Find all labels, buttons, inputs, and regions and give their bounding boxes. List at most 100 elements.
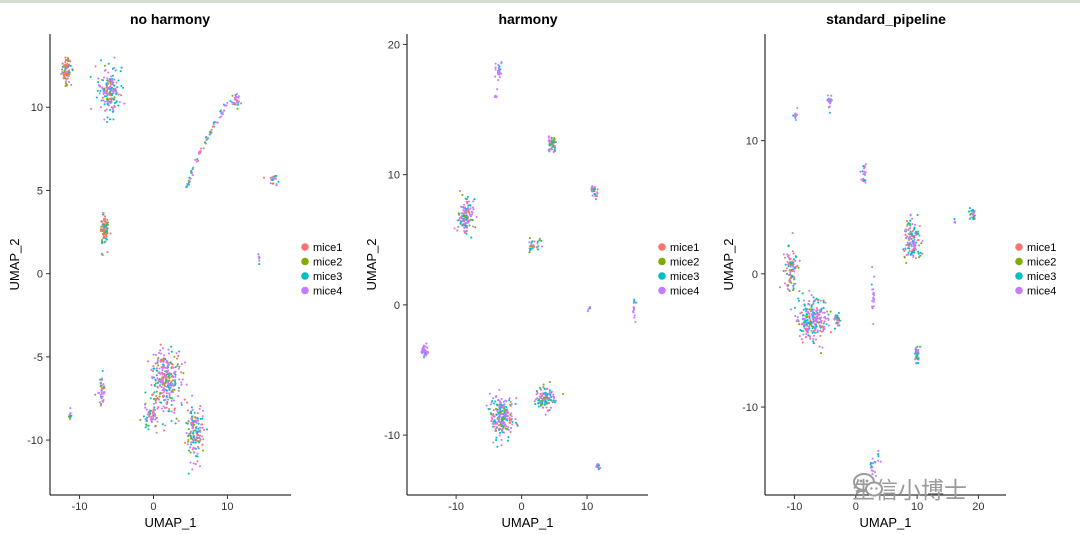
- point-mice1: [162, 357, 165, 360]
- point-mice4: [175, 352, 178, 355]
- point-mice4: [197, 152, 200, 155]
- point-mice1: [156, 407, 159, 410]
- point-mice1: [171, 374, 174, 377]
- point-mice3: [115, 93, 118, 96]
- legend-label-mice2: mice2: [670, 257, 699, 269]
- point-mice3: [95, 96, 98, 99]
- point-mice4: [596, 195, 599, 198]
- point-mice4: [500, 438, 503, 441]
- point-mice2: [468, 224, 471, 227]
- point-mice4: [103, 241, 106, 244]
- point-mice4: [495, 88, 499, 91]
- point-mice3: [106, 102, 109, 105]
- point-mice4: [460, 212, 463, 215]
- point-mice3: [592, 187, 595, 191]
- point-mice3: [148, 409, 152, 412]
- point-mice4: [816, 329, 819, 332]
- point-mice3: [196, 455, 199, 458]
- point-mice3: [497, 411, 501, 414]
- point-mice4: [173, 372, 176, 375]
- point-mice3: [515, 421, 518, 424]
- point-mice4: [168, 384, 171, 387]
- point-mice4: [810, 294, 813, 297]
- point-mice4: [154, 353, 157, 356]
- point-mice4: [180, 383, 183, 386]
- point-mice4: [632, 306, 635, 309]
- legend-key-mice1: [1015, 243, 1023, 251]
- point-mice4: [490, 401, 493, 404]
- point-mice2: [147, 424, 150, 427]
- point-mice1: [165, 392, 168, 395]
- point-mice4: [497, 399, 500, 402]
- point-mice3: [119, 70, 122, 73]
- point-mice4: [532, 243, 535, 247]
- point-mice4: [160, 381, 164, 384]
- point-mice4: [494, 62, 497, 65]
- point-mice2: [822, 299, 825, 302]
- point-mice4: [821, 346, 824, 349]
- point-mice2: [173, 355, 176, 358]
- point-mice4: [912, 245, 915, 248]
- point-mice2: [99, 385, 102, 388]
- point-mice1: [113, 104, 116, 107]
- point-mice1: [778, 286, 781, 289]
- point-mice3: [167, 373, 170, 376]
- point-mice3: [503, 412, 506, 415]
- point-mice4: [98, 401, 101, 404]
- point-mice1: [918, 224, 921, 227]
- point-mice4: [226, 101, 229, 104]
- point-mice4: [816, 314, 819, 317]
- point-mice4: [203, 428, 206, 432]
- point-mice4: [102, 76, 106, 79]
- point-mice3: [174, 422, 177, 425]
- point-mice1: [533, 240, 536, 243]
- point-mice4: [467, 200, 470, 203]
- point-mice4: [833, 318, 836, 321]
- point-mice1: [791, 269, 794, 272]
- point-mice3: [144, 391, 147, 394]
- point-mice3: [120, 66, 123, 69]
- point-mice4: [552, 395, 555, 398]
- point-mice1: [788, 269, 791, 272]
- legend-key-mice3: [301, 272, 309, 280]
- point-mice3: [219, 110, 222, 113]
- point-mice3: [194, 426, 198, 429]
- point-mice2: [158, 395, 161, 398]
- point-mice4: [510, 415, 513, 418]
- point-mice4: [812, 308, 815, 311]
- point-mice4: [167, 369, 170, 372]
- wechat-logo-icon: [853, 473, 883, 497]
- y-tick-label: -5: [33, 352, 43, 364]
- point-mice2: [458, 212, 461, 215]
- point-mice4: [102, 383, 105, 386]
- point-mice1: [186, 409, 190, 412]
- point-mice4: [103, 69, 106, 72]
- point-mice4: [872, 322, 875, 325]
- point-mice4: [461, 205, 465, 209]
- point-mice4: [221, 111, 224, 114]
- point-mice4: [498, 70, 501, 73]
- point-mice4: [792, 265, 795, 268]
- point-mice2: [505, 428, 508, 431]
- point-mice4: [167, 362, 170, 365]
- point-mice1: [94, 65, 97, 68]
- point-mice3: [807, 334, 810, 337]
- point-mice2: [544, 396, 547, 399]
- point-mice4: [793, 270, 796, 273]
- point-mice3: [470, 236, 473, 239]
- point-mice3: [916, 213, 919, 217]
- point-mice4: [458, 219, 461, 222]
- point-mice3: [174, 383, 177, 387]
- point-mice1: [551, 401, 554, 404]
- point-mice2: [808, 323, 812, 326]
- point-mice2: [187, 435, 190, 438]
- point-mice3: [806, 322, 809, 325]
- point-mice4: [475, 215, 478, 219]
- point-mice4: [192, 451, 196, 454]
- point-mice4: [807, 311, 810, 314]
- point-mice1: [176, 357, 179, 360]
- point-mice3: [820, 308, 823, 311]
- point-mice4: [189, 461, 192, 464]
- point-mice3: [190, 436, 193, 439]
- point-mice3: [536, 240, 539, 243]
